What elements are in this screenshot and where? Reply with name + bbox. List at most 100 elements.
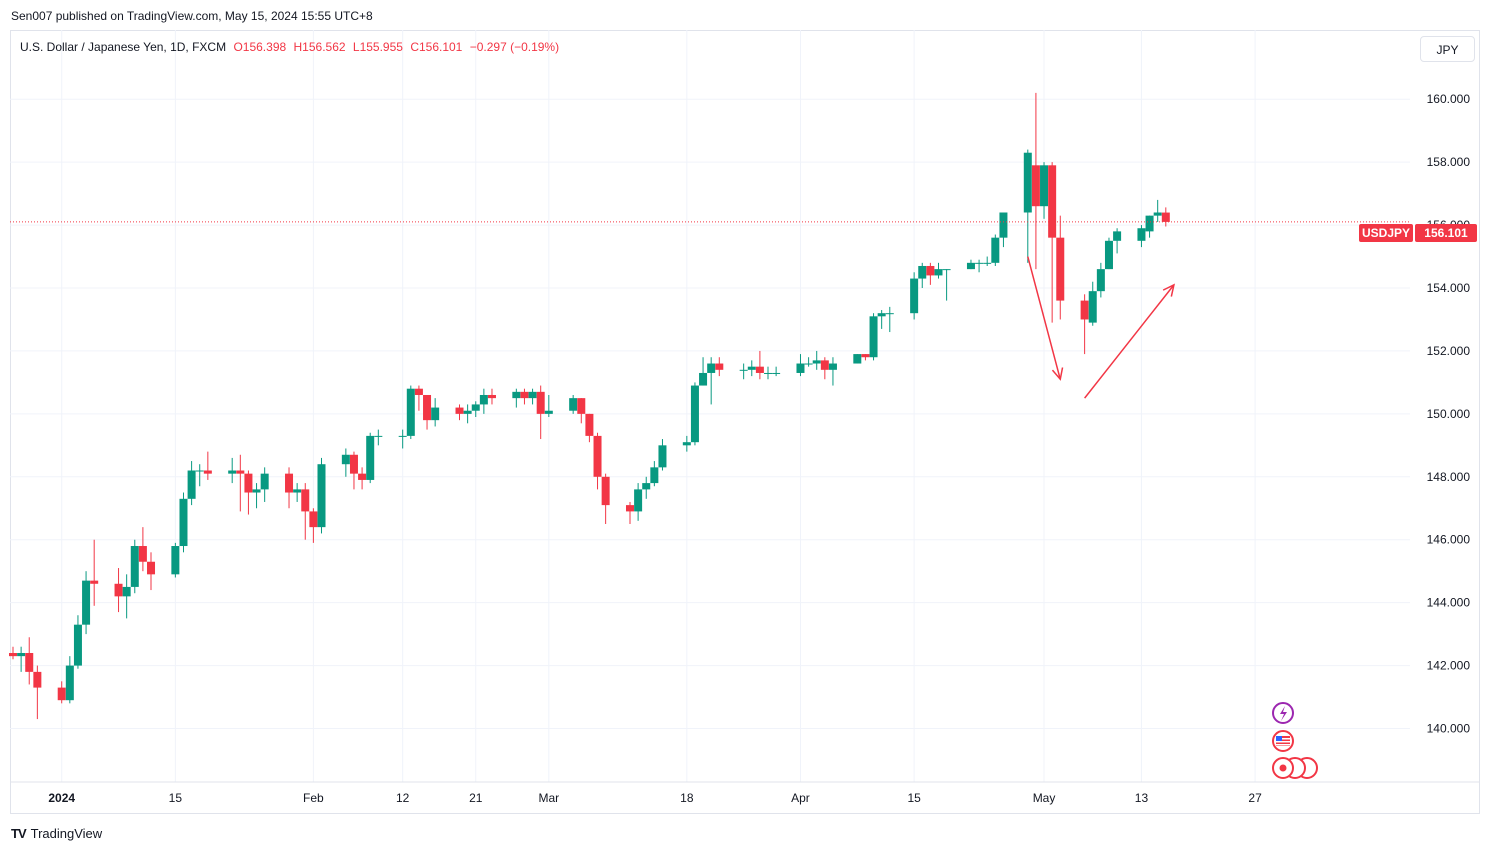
x-tick-label: Apr: [791, 791, 810, 805]
candle-body: [877, 313, 886, 317]
candle-body: [536, 391, 545, 414]
candle-body: [301, 489, 310, 512]
us-flag-stripe: [1276, 744, 1290, 746]
y-tick-label: 146.000: [1427, 533, 1471, 547]
candle-body: [487, 394, 496, 399]
candle-body: [699, 372, 708, 386]
candle-body: [820, 360, 829, 370]
candle-body: [130, 546, 139, 587]
us-flag-stripe: [1276, 741, 1290, 743]
tradingview-logo[interactable]: TV TradingView: [11, 826, 102, 841]
candle-body: [203, 470, 212, 474]
x-tick-label: May: [1033, 791, 1056, 805]
legend-close: C156.101: [410, 40, 463, 54]
chart-frame: [10, 30, 1480, 814]
candle-body: [414, 388, 423, 395]
candle-body: [1096, 269, 1105, 292]
y-tick-label: 144.000: [1427, 596, 1471, 610]
arrow-annotations: [1027, 256, 1175, 399]
candle-body: [244, 473, 253, 493]
price-tag-value-box: [1415, 224, 1477, 242]
candle-body: [65, 665, 74, 701]
candle-body: [650, 467, 659, 484]
candle-body: [975, 262, 984, 264]
candle-body: [1161, 212, 1170, 222]
candle-body: [707, 363, 716, 373]
candle-body: [585, 413, 594, 436]
y-tick-label: 154.000: [1427, 281, 1471, 295]
candle-body: [682, 442, 691, 446]
x-tick-label: 13: [1135, 791, 1149, 805]
candle-body: [187, 470, 196, 499]
candle-body: [999, 212, 1008, 238]
candle-body: [528, 391, 537, 399]
candle-body: [138, 546, 147, 562]
candle-body: [366, 435, 375, 480]
candle-body: [642, 483, 651, 490]
japan-flag-dot-icon: [1279, 764, 1287, 772]
time-axis[interactable]: 2024 15 Feb 12 21 Mar 18 Apr 15 May 13 27: [48, 791, 1262, 805]
candle-body: [317, 464, 326, 528]
candle-body: [869, 316, 878, 358]
candle-body: [991, 237, 1000, 263]
candle-body: [1137, 228, 1146, 241]
candle-body: [9, 652, 17, 657]
x-tick-label: 2024: [48, 791, 75, 805]
y-tick-label: 140.000: [1427, 722, 1471, 736]
candle-body: [285, 473, 294, 493]
grid-lines: [10, 30, 1410, 782]
legend-symbol: U.S. Dollar / Japanese Yen, 1D, FXCM: [20, 40, 227, 54]
candle-body: [479, 394, 488, 405]
y-tick-label: 148.000: [1427, 470, 1471, 484]
candle-body: [772, 372, 781, 374]
candle-body: [1080, 300, 1089, 320]
candle-body: [926, 265, 935, 276]
candle-body: [17, 652, 26, 657]
candle-body: [25, 652, 34, 672]
candle-body: [942, 269, 951, 271]
candle-body: [228, 470, 237, 474]
candle-body: [147, 561, 156, 575]
candle-body: [406, 388, 415, 436]
candle-body: [861, 354, 870, 358]
candle-body: [114, 583, 123, 597]
candle-body: [1040, 165, 1049, 207]
arrow-line: [1027, 256, 1061, 380]
candle-body: [195, 470, 204, 472]
y-tick-label: 150.000: [1427, 407, 1471, 421]
price-tag: USDJPY 156.101: [1359, 224, 1477, 242]
y-tick-label: 158.000: [1427, 155, 1471, 169]
us-flag-stripe: [1276, 738, 1290, 740]
candle-body: [309, 511, 318, 528]
price-tag-value: 156.101: [1424, 226, 1468, 240]
legend-high: H156.562: [293, 40, 346, 54]
candle-body: [82, 580, 91, 625]
y-tick-label: 152.000: [1427, 344, 1471, 358]
publisher-note: Sen007 published on TradingView.com, May…: [11, 9, 373, 23]
candles: [9, 92, 1170, 720]
candle-body: [1056, 237, 1065, 301]
candle-body: [90, 580, 99, 584]
candle-body: [520, 391, 529, 399]
candle-body: [512, 391, 521, 399]
candle-body: [341, 454, 350, 465]
candle-body: [885, 313, 894, 315]
candle-body: [1023, 152, 1032, 213]
price-axis[interactable]: 140.000 142.000 144.000 146.000 148.000 150.0…: [1427, 92, 1471, 735]
candle-body: [1113, 231, 1122, 241]
currency-button[interactable]: JPY: [1420, 36, 1475, 62]
arrow-line: [1084, 284, 1175, 399]
candle-body: [252, 489, 261, 493]
event-icons[interactable]: [1272, 702, 1318, 779]
candle-body: [634, 489, 643, 512]
candle-body: [934, 269, 943, 276]
candle-body: [577, 398, 586, 414]
candle-body: [1048, 165, 1057, 238]
candle-body: [853, 354, 862, 364]
candle-body: [431, 407, 440, 421]
candle-body: [1088, 291, 1097, 323]
candle-body: [358, 473, 367, 480]
symbol-legend: U.S. Dollar / Japanese Yen, 1D, FXCM O15…: [20, 40, 563, 54]
candle-body: [1104, 240, 1113, 270]
